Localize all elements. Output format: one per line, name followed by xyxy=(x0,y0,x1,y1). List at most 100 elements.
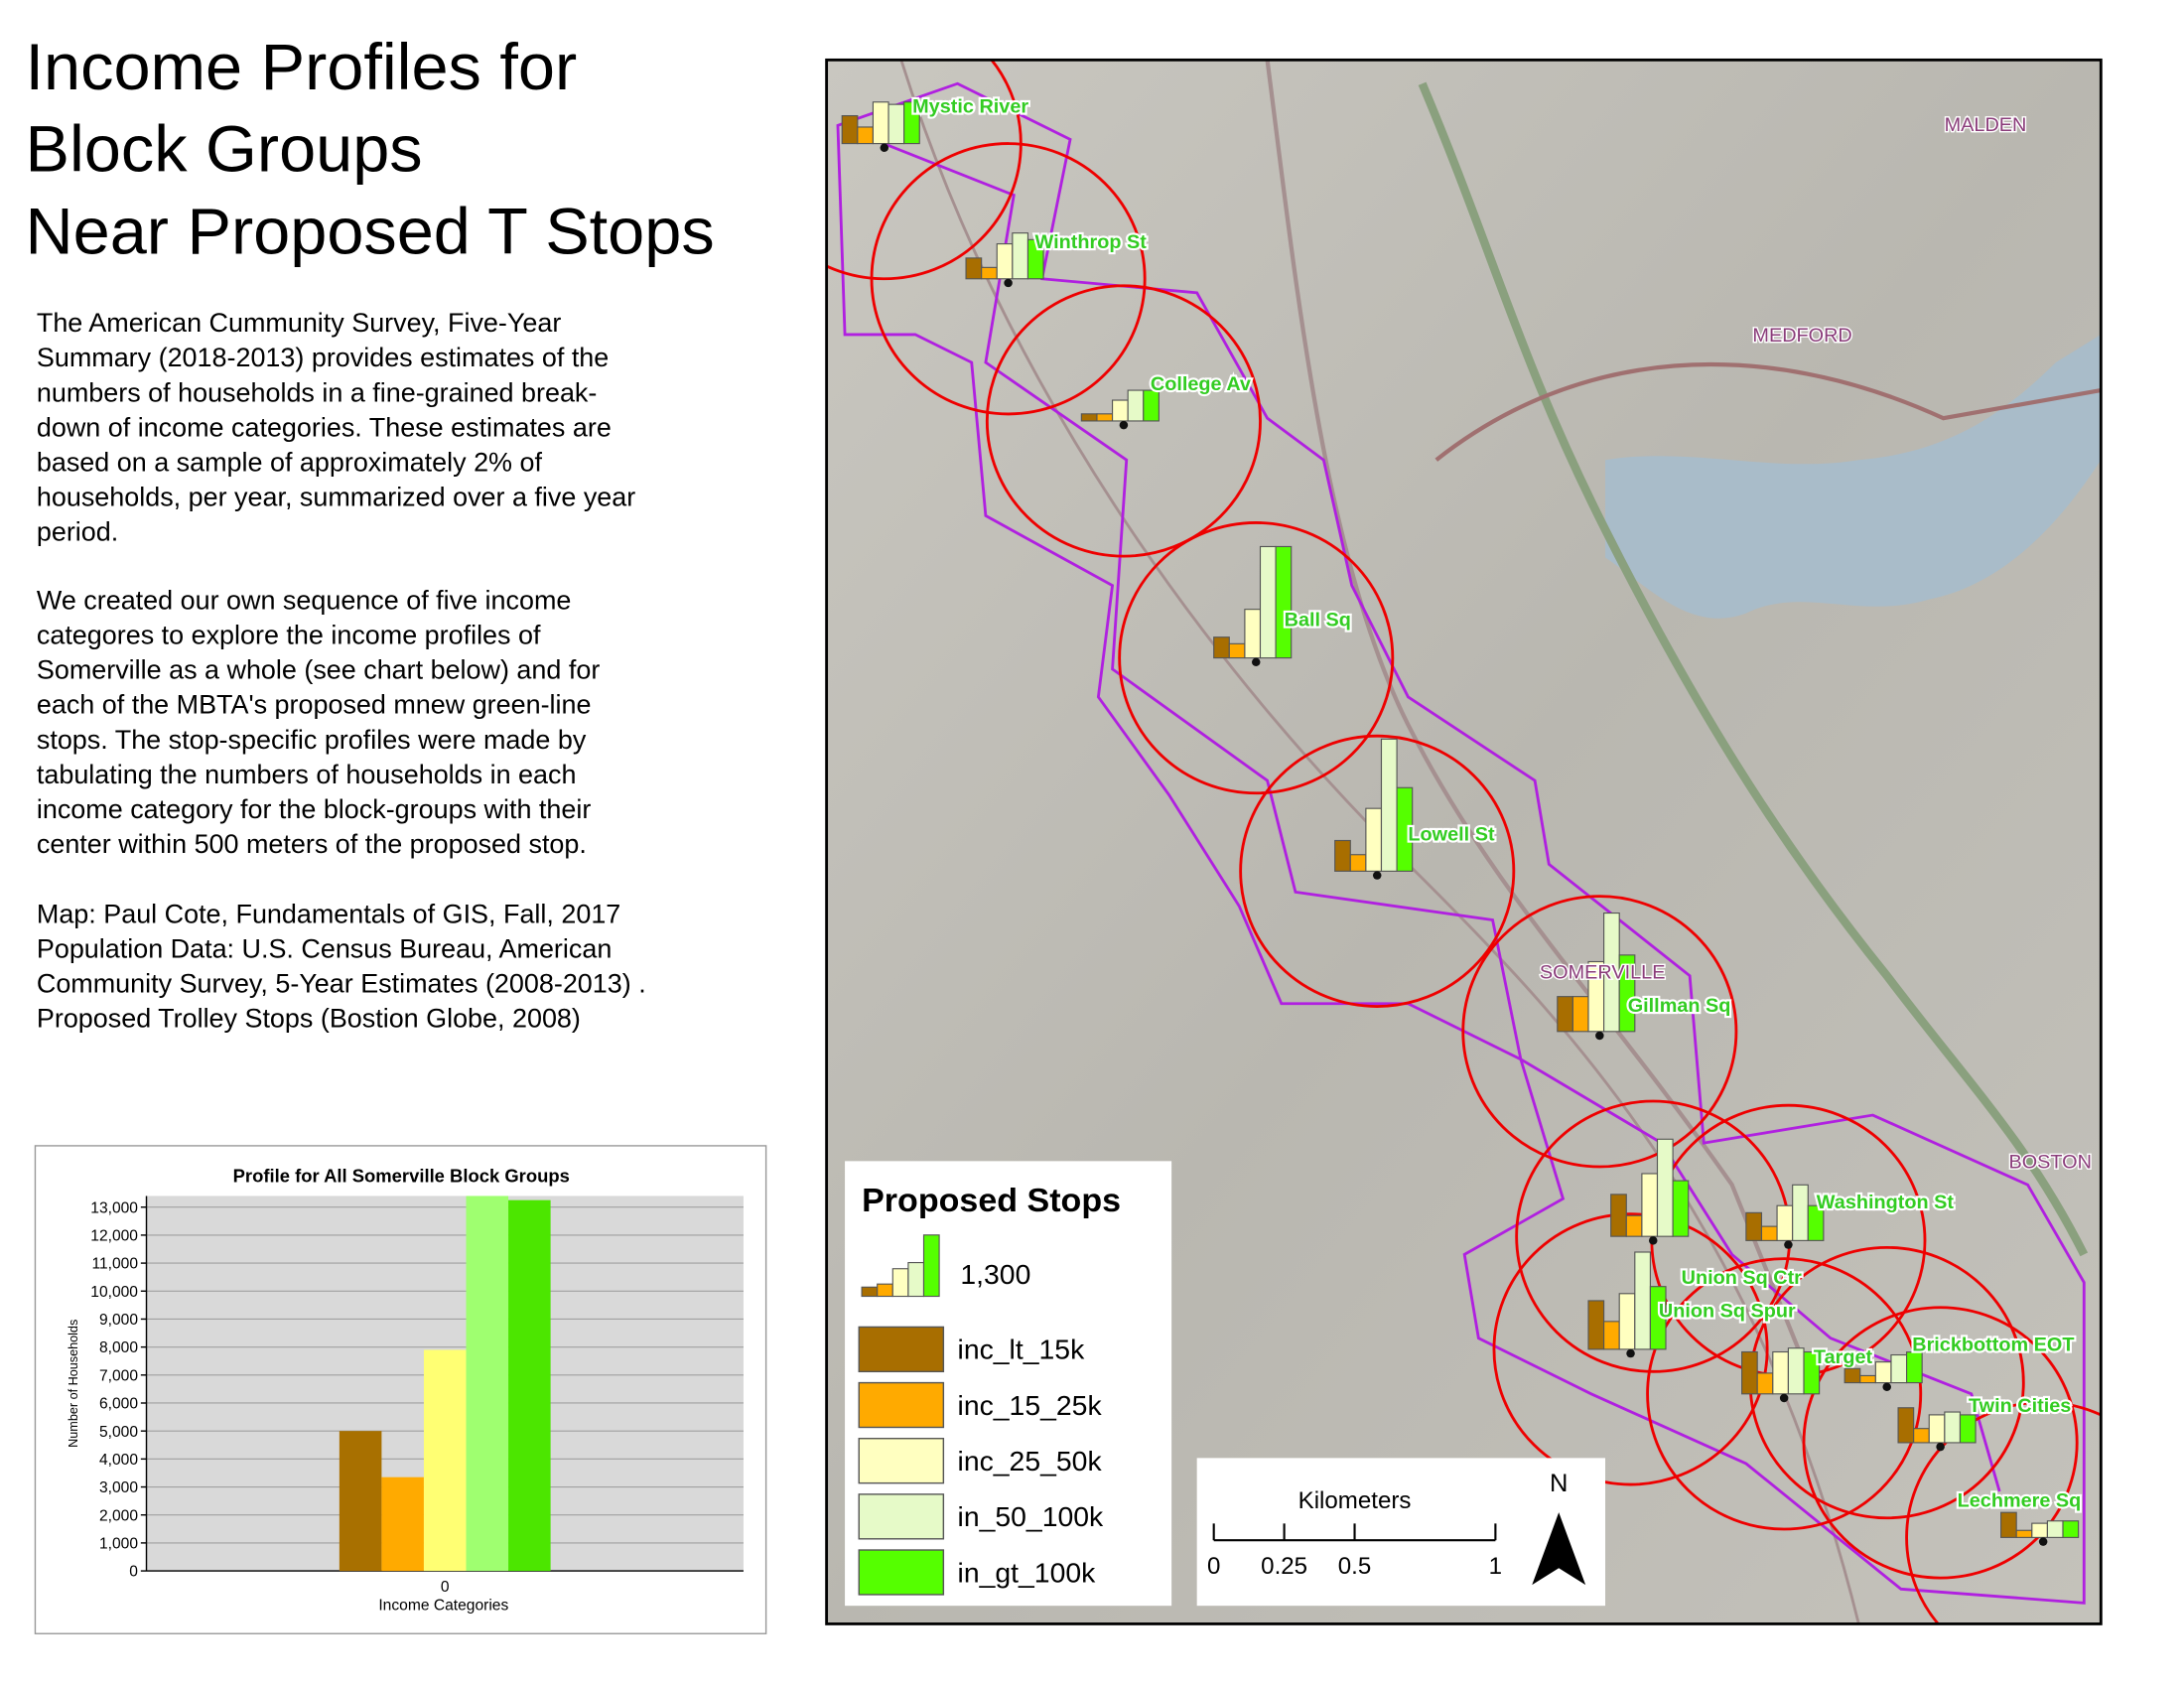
y-tick-label: 2,000 xyxy=(99,1507,138,1524)
map-frame xyxy=(825,58,2103,1625)
stop-bar xyxy=(1959,1414,1977,1444)
scale-box xyxy=(1196,1458,1606,1607)
stop-bar xyxy=(1026,238,1044,280)
paragraph-line: stops. The stop-specific profiles were m… xyxy=(37,725,587,755)
stop-buffer xyxy=(1492,1212,1769,1486)
stop-bar xyxy=(1641,1173,1659,1237)
y-tick-label: 13,000 xyxy=(90,1199,138,1216)
stop-bar xyxy=(1557,996,1573,1033)
stops: Mystic River Winthrop St College Av Ball Sq… xyxy=(841,94,2083,1546)
stop-label: Ball Sq xyxy=(1285,609,1351,631)
y-tick-label: 8,000 xyxy=(99,1339,138,1356)
stop-label: Union Sq Ctr xyxy=(1682,1267,1803,1289)
stop-buffer xyxy=(870,142,1147,416)
stop-bar xyxy=(1143,389,1160,422)
stop-bar xyxy=(1913,1428,1930,1444)
stop-buffer xyxy=(1646,1257,1923,1531)
stop-bar xyxy=(887,103,905,145)
paragraph-line: Proposed Trolley Stops (Bostion Globe, 2… xyxy=(37,1004,581,1034)
stop-bar xyxy=(1228,642,1246,659)
scale-tick-label: 0 xyxy=(1207,1553,1220,1580)
title-line: Income Profiles for xyxy=(26,31,578,104)
stop-label: Mystic River xyxy=(912,96,1028,118)
stop-point xyxy=(1251,657,1261,667)
paragraph-line: down of income categories. These estimat… xyxy=(37,413,612,443)
legend-swatch xyxy=(858,1381,945,1429)
stop-bar xyxy=(2031,1522,2048,1538)
highway xyxy=(1418,81,2089,1257)
legend-label: in_gt_100k xyxy=(958,1556,1097,1588)
scale-bar: 0 0.25 0.5 1 xyxy=(1207,1523,1502,1580)
map: Mystic River Winthrop St College Av Ball Sq… xyxy=(826,60,2102,1624)
stop-label: Target xyxy=(1814,1346,1873,1368)
stop-bar xyxy=(1380,738,1398,872)
y-tick-label: 10,000 xyxy=(90,1284,138,1301)
paragraph-line: center within 500 meters of the proposed… xyxy=(37,829,587,859)
stop-bar xyxy=(841,114,859,145)
stop-bar xyxy=(1672,1180,1690,1237)
stop-bar xyxy=(965,257,983,280)
stop-bar xyxy=(1012,232,1029,280)
legend-symbol-bar xyxy=(907,1261,925,1298)
paragraph-line: income category for the block-groups wit… xyxy=(37,794,592,824)
scale-tick-label: 0.5 xyxy=(1338,1553,1372,1580)
stop-bar xyxy=(1396,786,1414,872)
legend-symbol-bar xyxy=(861,1286,879,1298)
stop-point xyxy=(1648,1236,1658,1245)
y-tick-label: 9,000 xyxy=(99,1312,138,1329)
stop-point xyxy=(1882,1382,1891,1391)
stop-label: Twin Cities xyxy=(1969,1395,2071,1417)
paragraph-line: Population Data: U.S. Census Bureau, Ame… xyxy=(37,934,612,964)
stop-bar xyxy=(1259,545,1277,659)
paragraph-line: The American Cummunity Survey, Five-Year xyxy=(37,308,561,338)
stop-bar xyxy=(1859,1374,1876,1384)
stop-bar xyxy=(1587,1300,1605,1350)
stop-bar xyxy=(1112,399,1129,422)
stop-bar xyxy=(1610,1194,1627,1237)
legend-label: inc_25_50k xyxy=(958,1445,1103,1477)
scale-tick-label: 1 xyxy=(1489,1553,1502,1580)
stop-bar xyxy=(1349,854,1367,872)
stop-bar xyxy=(1365,807,1383,872)
stop-bar xyxy=(996,243,1014,280)
stop-point xyxy=(1936,1442,1945,1452)
description: The American Cummunity Survey, Five-Year… xyxy=(37,308,646,1033)
paragraph-line: tabulating the numbers of households in … xyxy=(37,760,577,789)
bar xyxy=(423,1349,467,1572)
north-label: N xyxy=(1550,1470,1568,1497)
stop-bar xyxy=(857,126,875,145)
place-label: MALDEN xyxy=(1945,114,2027,136)
stop-buffer xyxy=(1461,895,1738,1169)
north-arrow xyxy=(1532,1512,1586,1586)
y-tick-label: 7,000 xyxy=(99,1367,138,1384)
stop-bar xyxy=(1772,1350,1789,1395)
bar xyxy=(466,1196,509,1572)
paragraph-line: Somerville as a whole (see chart below) … xyxy=(37,655,600,685)
place-label: SOMERVILLE xyxy=(1540,962,1666,984)
stop-bar xyxy=(903,101,920,145)
stop-buffer xyxy=(1239,734,1516,1008)
bar xyxy=(339,1431,382,1572)
stop-bar xyxy=(1656,1138,1674,1237)
stop-buffer xyxy=(1905,1400,2102,1624)
stop-buffer xyxy=(1802,1306,2079,1580)
place-label: MEDFORD xyxy=(1752,325,1851,347)
legend-swatch xyxy=(858,1326,945,1373)
stop-point xyxy=(1784,1240,1793,1249)
stop-label: Brickbottom EOT xyxy=(1912,1334,2074,1355)
legend-symbol-bar xyxy=(877,1283,893,1298)
stop-label: Washington St xyxy=(1817,1192,1955,1213)
paragraph-line: categores to explore the income profiles… xyxy=(37,621,541,650)
paragraph-line: We created our own sequence of five inco… xyxy=(37,586,572,616)
stop-point xyxy=(1372,871,1382,880)
stop-bar xyxy=(1874,1361,1892,1384)
title-line: Near Proposed T Stops xyxy=(26,196,715,269)
stop-bar xyxy=(1096,413,1114,422)
legend-symbol-bar xyxy=(922,1234,940,1298)
stop-label: Winthrop St xyxy=(1035,231,1148,253)
stop-bar xyxy=(2000,1511,2017,1538)
y-axis-label: Number of Households xyxy=(67,1320,80,1448)
stop-bar xyxy=(1803,1350,1821,1395)
y-tick-label: 6,000 xyxy=(99,1396,138,1413)
